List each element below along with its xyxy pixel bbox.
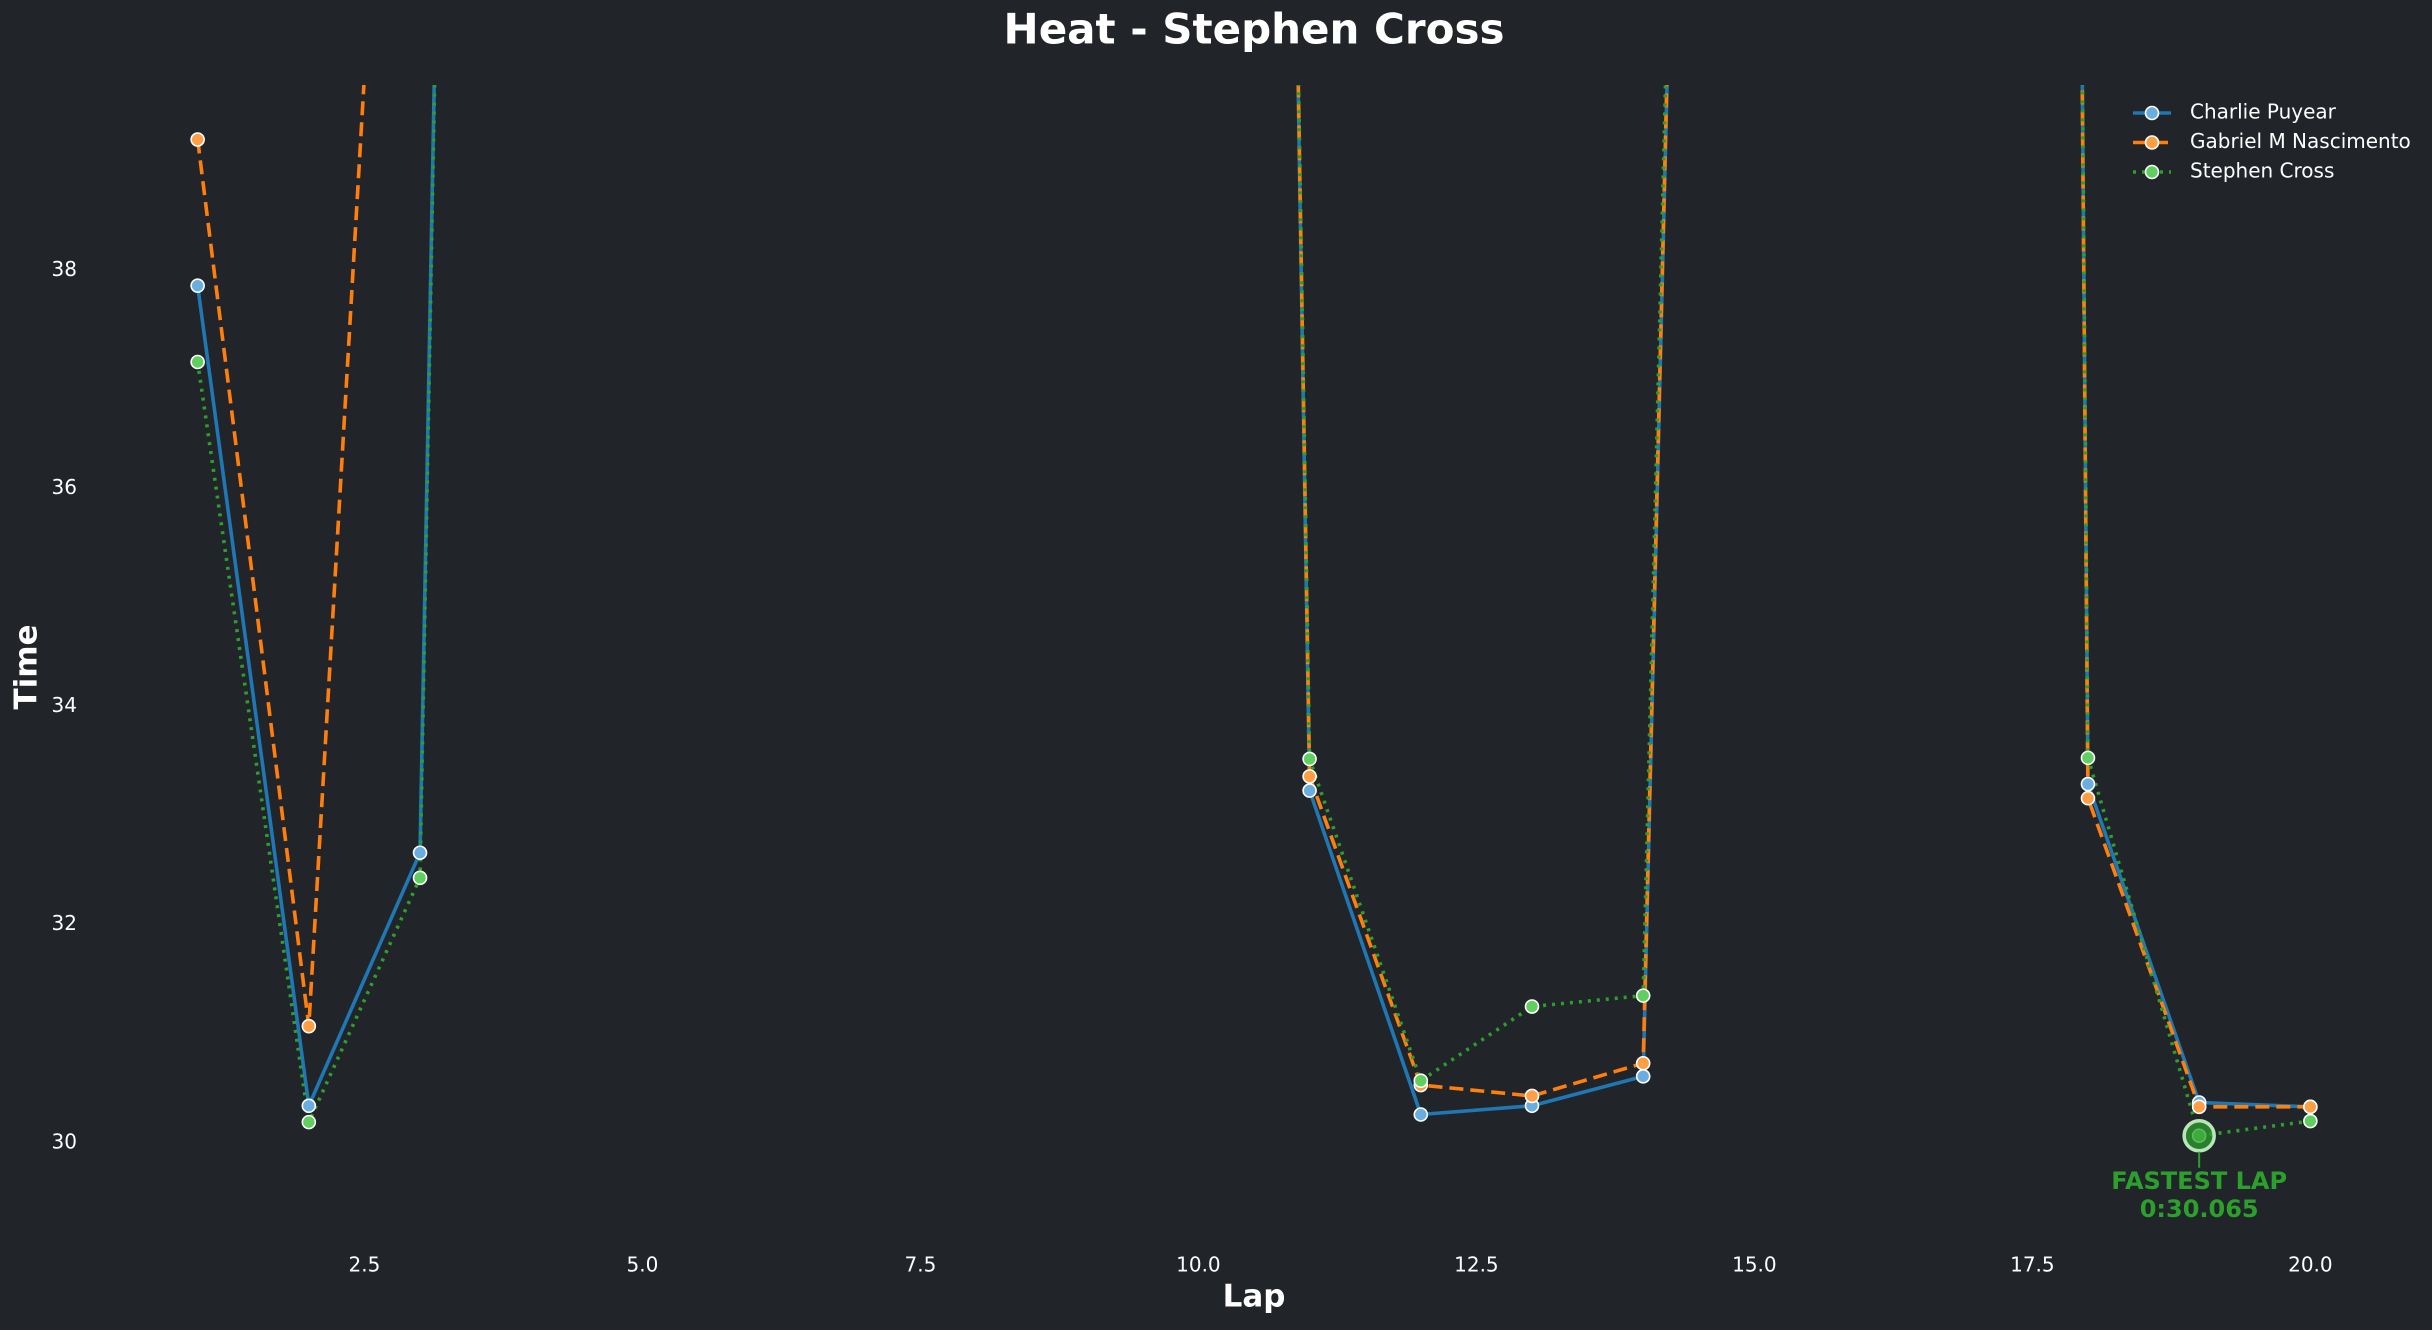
legend-marker	[2144, 135, 2160, 150]
point-marker	[2303, 1099, 2318, 1115]
point-marker	[190, 354, 205, 370]
y-tick-label: 32	[52, 911, 77, 935]
point-marker	[1413, 1107, 1429, 1122]
legend-label: Stephen Cross	[2190, 159, 2334, 183]
x-tick-label: 5.0	[627, 1253, 659, 1277]
y-tick-label: 30	[52, 1129, 77, 1153]
legend-label: Charlie Puyear	[2190, 100, 2337, 124]
x-tick-label: 17.5	[2010, 1253, 2055, 1277]
y-tick-label: 34	[52, 693, 77, 717]
x-tick-label: 15.0	[1732, 1253, 1777, 1277]
point-marker	[2080, 750, 2096, 766]
fastest-lap-highlight	[2182, 1119, 2216, 1153]
point-marker	[412, 845, 428, 861]
point-marker	[190, 132, 205, 147]
point-marker	[1635, 1069, 1651, 1084]
point-marker	[301, 1098, 317, 1114]
legend-marker	[2144, 164, 2160, 180]
annotation-text: 0:30.065	[2140, 1195, 2259, 1223]
legend-marker	[2144, 105, 2160, 121]
y-tick-label: 38	[52, 257, 77, 281]
x-tick-label: 10.0	[1176, 1253, 1221, 1277]
x-axis-label: Lap	[1223, 1279, 1286, 1315]
legend-label: Gabriel M Nascimento	[2190, 129, 2411, 153]
point-marker	[1635, 1055, 1651, 1071]
point-marker	[2080, 776, 2096, 792]
annotation-text: FASTEST LAP	[2111, 1167, 2287, 1195]
point-marker	[412, 870, 428, 886]
point-marker	[190, 278, 205, 293]
point-marker	[1524, 1088, 1540, 1104]
point-marker	[2191, 1099, 2207, 1115]
point-marker	[301, 1018, 317, 1034]
chart-title: Heat - Stephen Cross	[1004, 5, 1505, 54]
point-marker	[2303, 1113, 2318, 1129]
point-marker	[1524, 999, 1540, 1014]
point-marker	[2080, 790, 2096, 806]
y-axis-label: Time	[9, 624, 45, 709]
x-tick-label: 2.5	[349, 1253, 381, 1277]
point-marker	[1413, 1073, 1429, 1088]
point-marker	[1302, 751, 1317, 767]
point-marker	[301, 1114, 317, 1130]
x-tick-label: 12.5	[1454, 1253, 1499, 1277]
point-marker	[1302, 783, 1317, 798]
y-tick-label: 36	[52, 475, 77, 499]
point-marker	[1635, 988, 1651, 1003]
x-tick-label: 7.5	[905, 1253, 937, 1277]
point-marker	[1302, 769, 1317, 784]
x-tick-label: 20.0	[2288, 1253, 2333, 1277]
